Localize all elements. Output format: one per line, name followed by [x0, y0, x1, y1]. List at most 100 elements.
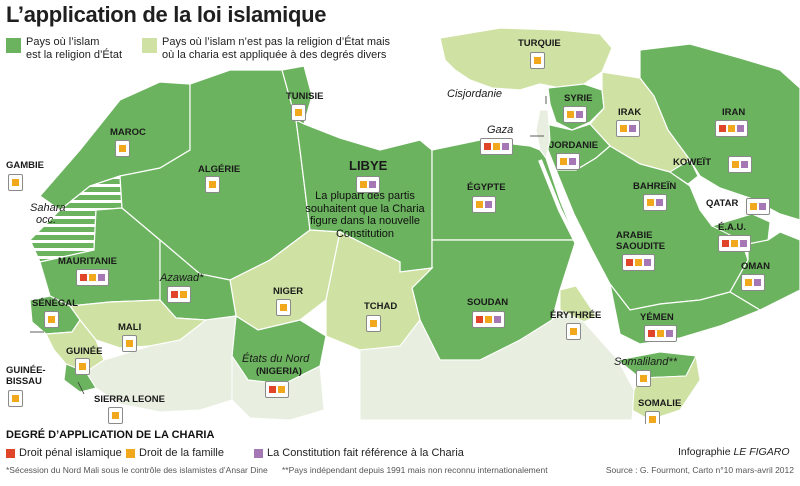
badge-square-family [570, 328, 577, 335]
legend-penal-swatch [6, 449, 15, 458]
badge-square-constitution [754, 279, 761, 286]
badge-square-family [126, 340, 133, 347]
badge-square-family [280, 304, 287, 311]
badge-square-family [360, 181, 367, 188]
label-maroc: MAROC [110, 127, 146, 138]
badge-somaliland [636, 370, 651, 387]
legend-swatch-nonstate [142, 38, 157, 53]
badge-square-family [209, 181, 216, 188]
label-soudan: SOUDAN [467, 297, 509, 308]
east-africa-shape [359, 309, 635, 421]
badge-sierra-leone [108, 407, 123, 424]
label-arabie: ARABIE [616, 230, 653, 241]
label-tunisie: TUNISIE [286, 91, 324, 102]
badge-square-family [732, 161, 739, 168]
badge-square-family [534, 57, 541, 64]
label-mali: MALI [118, 322, 142, 333]
badge-square-family [89, 274, 96, 281]
libya-note: La plupart des partis souhaitent que la … [305, 190, 425, 240]
badge-nigeria [265, 381, 289, 398]
legend-state-religion: Pays où l’islam est la religion d’État [26, 36, 122, 62]
badge-square-family [635, 259, 642, 266]
badge-square-family [112, 412, 119, 419]
legend-nonstate-line2: où la charia est appliquée à des degrés … [162, 49, 387, 61]
badge-algerie [205, 176, 220, 193]
badge-square-constitution [656, 199, 663, 206]
label-jordanie: JORDANIE [549, 140, 599, 151]
label-somaliland: Somaliland** [614, 356, 677, 368]
badge-irak [616, 120, 640, 137]
badge-square-penal [171, 291, 178, 298]
badge-square-constitution [369, 181, 376, 188]
badge-gambie [8, 174, 23, 191]
badge-square-family [745, 279, 752, 286]
label-sahara: Sahara [30, 202, 66, 214]
badge-square-family [12, 395, 19, 402]
sierra-leader [77, 381, 85, 395]
credit-brand: LE FIGARO [733, 446, 790, 458]
legend-constitution: La Constitution fait référence à la Char… [267, 447, 464, 459]
badge-square-family [370, 320, 377, 327]
badge-syrie [563, 106, 587, 123]
badge-azawad [167, 286, 191, 303]
badge-square-penal [484, 143, 491, 150]
legend-not-state-religion: Pays où l’islam n’est pas la religion d’… [162, 36, 390, 62]
badge-tchad [366, 315, 381, 332]
page-title: L’application de la loi islamique [6, 2, 327, 27]
badge-eau [718, 235, 751, 252]
label-egypte: ÉGYPTE [467, 182, 506, 193]
badge-square-family [493, 143, 500, 150]
label-erythree: ÉRYTHRÉE [550, 310, 602, 321]
label-guinee-bissau-2: BISSAU [6, 376, 42, 387]
badge-square-constitution [485, 201, 492, 208]
badge-somalie [645, 411, 660, 428]
label-koweit: KOWEÏT [673, 157, 711, 168]
badge-senegal [44, 311, 59, 328]
badge-tunisie [291, 104, 306, 121]
badge-square-family [79, 363, 86, 370]
legend-swatch-state [6, 38, 21, 53]
badge-square-family [295, 109, 302, 116]
label-bahrein: BAHREÏN [633, 181, 677, 192]
label-arabie-2: SAOUDITE [616, 241, 666, 252]
label-sierra-leone: SIERRA LEONE [94, 394, 165, 405]
badge-soudan [472, 311, 505, 328]
badge-turquie [530, 52, 545, 69]
badge-square-family [180, 291, 187, 298]
legend-title: DEGRÉ D’APPLICATION DE LA CHARIA [6, 429, 215, 441]
badge-square-penal [80, 274, 87, 281]
credit: Infographie LE FIGARO [678, 446, 789, 458]
label-mauritanie: MAURITANIE [58, 256, 117, 267]
other-africa-shape [85, 315, 237, 413]
badge-square-penal [648, 330, 655, 337]
label-yemen: YÉMEN [640, 312, 674, 323]
label-iran: IRAN [722, 107, 746, 118]
badge-square-constitution [666, 330, 673, 337]
badge-square-penal [626, 259, 633, 266]
badge-square-constitution [629, 125, 636, 132]
label-algerie: ALGÉRIE [198, 164, 241, 175]
badge-square-constitution [502, 143, 509, 150]
label-nigeria-2: (NIGERIA) [256, 366, 302, 377]
label-cisjordanie: Cisjordanie [447, 88, 503, 100]
legend-constitution-swatch [254, 449, 263, 458]
red-sea [538, 159, 602, 291]
label-turquie: TURQUIE [518, 38, 561, 49]
badge-square-family [731, 240, 738, 247]
legend-family: Droit de la famille [139, 447, 224, 459]
label-qatar: QATAR [706, 198, 739, 209]
badge-square-penal [719, 125, 726, 132]
badge-square-constitution [644, 259, 651, 266]
label-oman: OMAN [741, 261, 771, 272]
badge-square-family [649, 416, 656, 423]
legend-family-swatch [126, 449, 135, 458]
label-irak: IRAK [618, 107, 642, 118]
badge-square-family [12, 179, 19, 186]
badge-square-family [728, 125, 735, 132]
label-somalie: SOMALIE [638, 398, 682, 409]
badge-square-family [640, 375, 647, 382]
label-tchad: TCHAD [364, 301, 398, 312]
badge-square-constitution [737, 125, 744, 132]
label-gambie: GAMBIE [6, 160, 44, 171]
legend-state-line1: Pays où l’islam [26, 36, 100, 48]
